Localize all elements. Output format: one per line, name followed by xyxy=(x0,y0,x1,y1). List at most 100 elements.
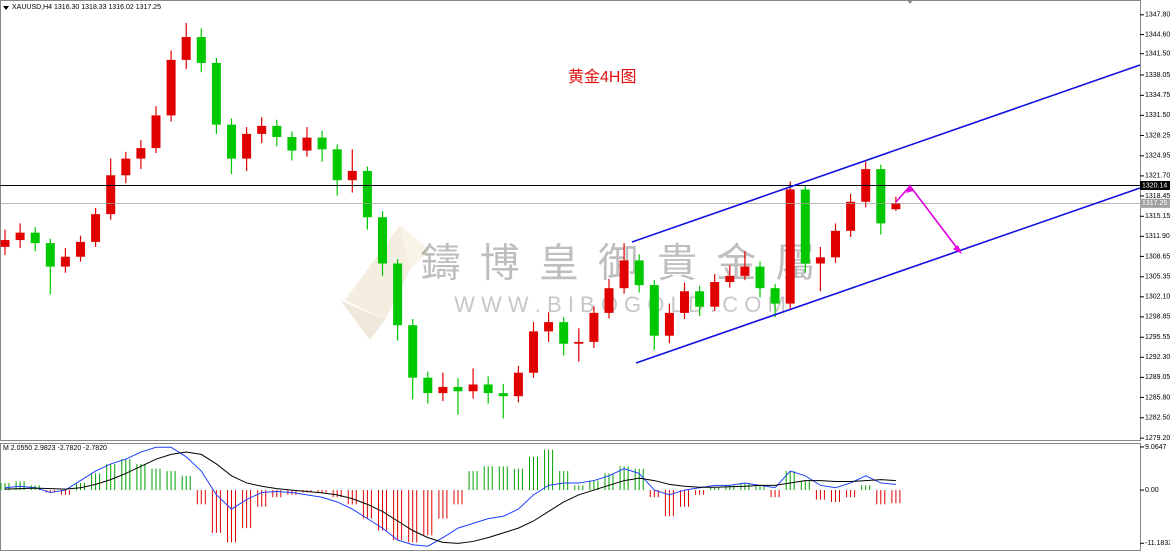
price-label: 1317.25 xyxy=(1142,200,1167,207)
channel-lower xyxy=(635,187,1141,364)
watermark-url: W W W . B I B O G O L D . C O M xyxy=(454,292,786,317)
candle-body xyxy=(483,384,493,394)
candle-body xyxy=(393,263,403,326)
price-label: 1320.14 xyxy=(1142,182,1167,189)
macd-line xyxy=(4,451,896,544)
candle-body xyxy=(76,241,85,257)
candle-body xyxy=(196,37,206,63)
candle-body xyxy=(242,133,252,159)
candle-body xyxy=(589,312,599,342)
candle-body xyxy=(695,291,705,307)
y-tick-label: 1295.55 xyxy=(1145,334,1170,341)
y-tick-label: 1285.80 xyxy=(1145,394,1170,401)
y-tick-label: 1279.20 xyxy=(1145,435,1170,442)
candle-body xyxy=(680,291,689,313)
candle-body xyxy=(831,230,840,258)
y-tick-label: 0.00 xyxy=(1145,487,1159,494)
candle-body xyxy=(272,125,282,137)
candle-body xyxy=(544,322,554,332)
candle-body xyxy=(60,256,70,267)
candle-body xyxy=(423,377,433,394)
candle-body xyxy=(151,115,161,149)
candle-body xyxy=(498,393,508,397)
candle-body xyxy=(574,341,584,344)
y-tick-label: 1331.50 xyxy=(1145,112,1170,119)
macd-title: M 2.0550 2.9823 -2.7820 -2.7820 xyxy=(3,445,107,452)
candle-body xyxy=(227,124,236,159)
candle-body xyxy=(302,137,312,151)
watermark-title: 鑄 博 皇 御 貴 金 屬 xyxy=(421,242,820,286)
candle-body xyxy=(770,288,780,304)
candle-body xyxy=(211,62,221,125)
candle-body xyxy=(347,170,357,181)
candle-body xyxy=(15,232,25,241)
y-tick-label: 1308.65 xyxy=(1145,253,1170,260)
candle-body xyxy=(287,136,297,151)
trend-channel xyxy=(631,64,1141,364)
candle-body xyxy=(846,201,856,231)
candle-body xyxy=(725,275,735,283)
y-tick-label: 1292.30 xyxy=(1145,354,1170,361)
candle-body xyxy=(45,243,55,267)
y-tick-label: 1347.80 xyxy=(1145,12,1170,19)
candle-body xyxy=(664,312,674,336)
candle-body xyxy=(30,232,40,244)
y-tick-label: 1315.15 xyxy=(1145,213,1170,220)
price-pane-frame xyxy=(0,0,1141,441)
candle-body xyxy=(91,214,101,242)
candle-body xyxy=(619,260,629,289)
candle-body xyxy=(529,331,538,373)
y-tick-label: 1311.90 xyxy=(1145,233,1170,240)
price-label-box xyxy=(1140,198,1170,208)
y-tick-label: 1344.60 xyxy=(1145,31,1170,38)
candle-body xyxy=(438,386,448,394)
y-tick-label: -11.1832 xyxy=(1145,540,1170,547)
candle-body xyxy=(408,325,418,378)
candle-body xyxy=(891,203,901,210)
candle-body xyxy=(604,288,614,313)
candle-body xyxy=(257,125,267,134)
y-tick-label: 9.0647 xyxy=(1145,444,1167,451)
y-tick-label: 1318.45 xyxy=(1145,193,1170,200)
candle-body xyxy=(755,266,765,289)
shift-marker xyxy=(907,0,913,4)
candle-body xyxy=(181,37,191,60)
candle-body xyxy=(634,260,644,286)
candle-body xyxy=(317,137,327,150)
macd-line xyxy=(4,446,896,547)
candle-body xyxy=(800,189,810,264)
chart-title: XAUUSD,H4 1316.30 1318.33 1316.02 1317.2… xyxy=(12,4,161,11)
y-tick-label: 1334.75 xyxy=(1145,92,1170,99)
candle-body xyxy=(136,148,146,159)
candle-body xyxy=(121,158,131,176)
y-tick-label: 1324.95 xyxy=(1145,153,1170,160)
candle-body xyxy=(785,189,795,304)
arrow-head xyxy=(906,184,913,193)
candle-body xyxy=(362,170,372,218)
y-tick-label: 1338.05 xyxy=(1145,72,1170,79)
menu-triangle[interactable] xyxy=(3,6,9,10)
y-tick-label: 1298.85 xyxy=(1145,314,1170,321)
candle-body xyxy=(710,282,720,307)
candle-body xyxy=(166,59,176,116)
candle-body xyxy=(649,285,659,336)
annotation: 黄金4H图 xyxy=(568,68,636,86)
y-tick-label: 1305.35 xyxy=(1145,274,1170,281)
candle-body xyxy=(559,322,569,344)
y-tick-label: 1321.70 xyxy=(1145,173,1170,180)
candle-body xyxy=(740,266,750,276)
y-tick-label: 1289.05 xyxy=(1145,374,1170,381)
candle-body xyxy=(815,257,825,264)
candle-body xyxy=(453,386,463,392)
candle-body xyxy=(332,149,342,181)
price-label-box xyxy=(1140,181,1170,191)
candle-body xyxy=(876,169,886,224)
y-tick-label: 1328.25 xyxy=(1145,132,1170,139)
candle-body xyxy=(0,240,10,247)
candle-body xyxy=(513,372,523,397)
candle-body xyxy=(378,217,387,264)
candle-body xyxy=(106,175,116,215)
y-tick-label: 1282.50 xyxy=(1145,415,1170,422)
